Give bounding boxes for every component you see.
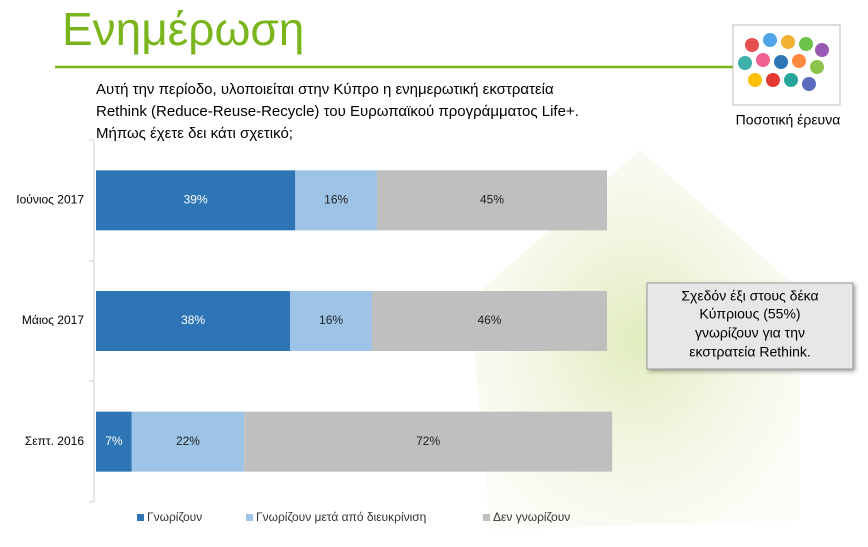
value-label: 45% [480, 193, 504, 207]
bar-segment [371, 291, 607, 351]
value-label: 38% [181, 313, 205, 327]
value-label: 16% [324, 193, 348, 207]
bar-segment [96, 170, 296, 231]
question-line: Rethink (Reduce-Reuse-Recycle) του Ευρωπ… [96, 103, 579, 120]
callout-line: Σχεδόν έξι στους δέκα [681, 288, 818, 304]
bar-segment [377, 170, 607, 231]
value-label: 16% [319, 313, 343, 327]
legend-label: Γνωρίζουν μετά από διευκρίνιση [256, 510, 426, 524]
callout-box [646, 282, 854, 370]
legend-swatch [246, 514, 253, 521]
legend-label: Δεν γνωρίζουν [493, 510, 570, 524]
category-label: Σεπτ. 2016 [25, 434, 84, 448]
bar-segment [244, 411, 613, 472]
page-title: Ενημέρωση [62, 3, 304, 55]
legend-label: Γνωρίζουν [147, 510, 202, 524]
bar-segment [96, 411, 132, 472]
badge-icons [738, 33, 829, 91]
callout-line: γνωρίζουν για την [695, 325, 805, 341]
value-label: 46% [477, 313, 501, 327]
value-label: 72% [416, 434, 440, 448]
question-line: Αυτή την περίοδο, υλοποιείται στην Κύπρο… [96, 81, 554, 98]
question-line: Μήπως έχετε δει κάτι σχετικό; [96, 125, 293, 142]
category-label: Μάιος 2017 [22, 313, 84, 327]
legend-swatch [483, 514, 490, 521]
value-label: 39% [184, 193, 208, 207]
callout-line: Κύπριους (55%) [699, 306, 800, 322]
callout-line: εκστρατεία Rethink. [689, 344, 811, 360]
bar-segment [131, 411, 245, 472]
value-label: 22% [176, 434, 200, 448]
category-label: Ιούνιος 2017 [16, 193, 84, 207]
bar-segment [295, 170, 378, 231]
bar-segment [96, 291, 291, 351]
legend-swatch [137, 514, 144, 521]
bar-segment [290, 291, 372, 351]
badge-label: Ποσοτική έρευνα [736, 112, 841, 128]
value-label: 7% [105, 434, 123, 448]
category-ticks [89, 139, 94, 503]
